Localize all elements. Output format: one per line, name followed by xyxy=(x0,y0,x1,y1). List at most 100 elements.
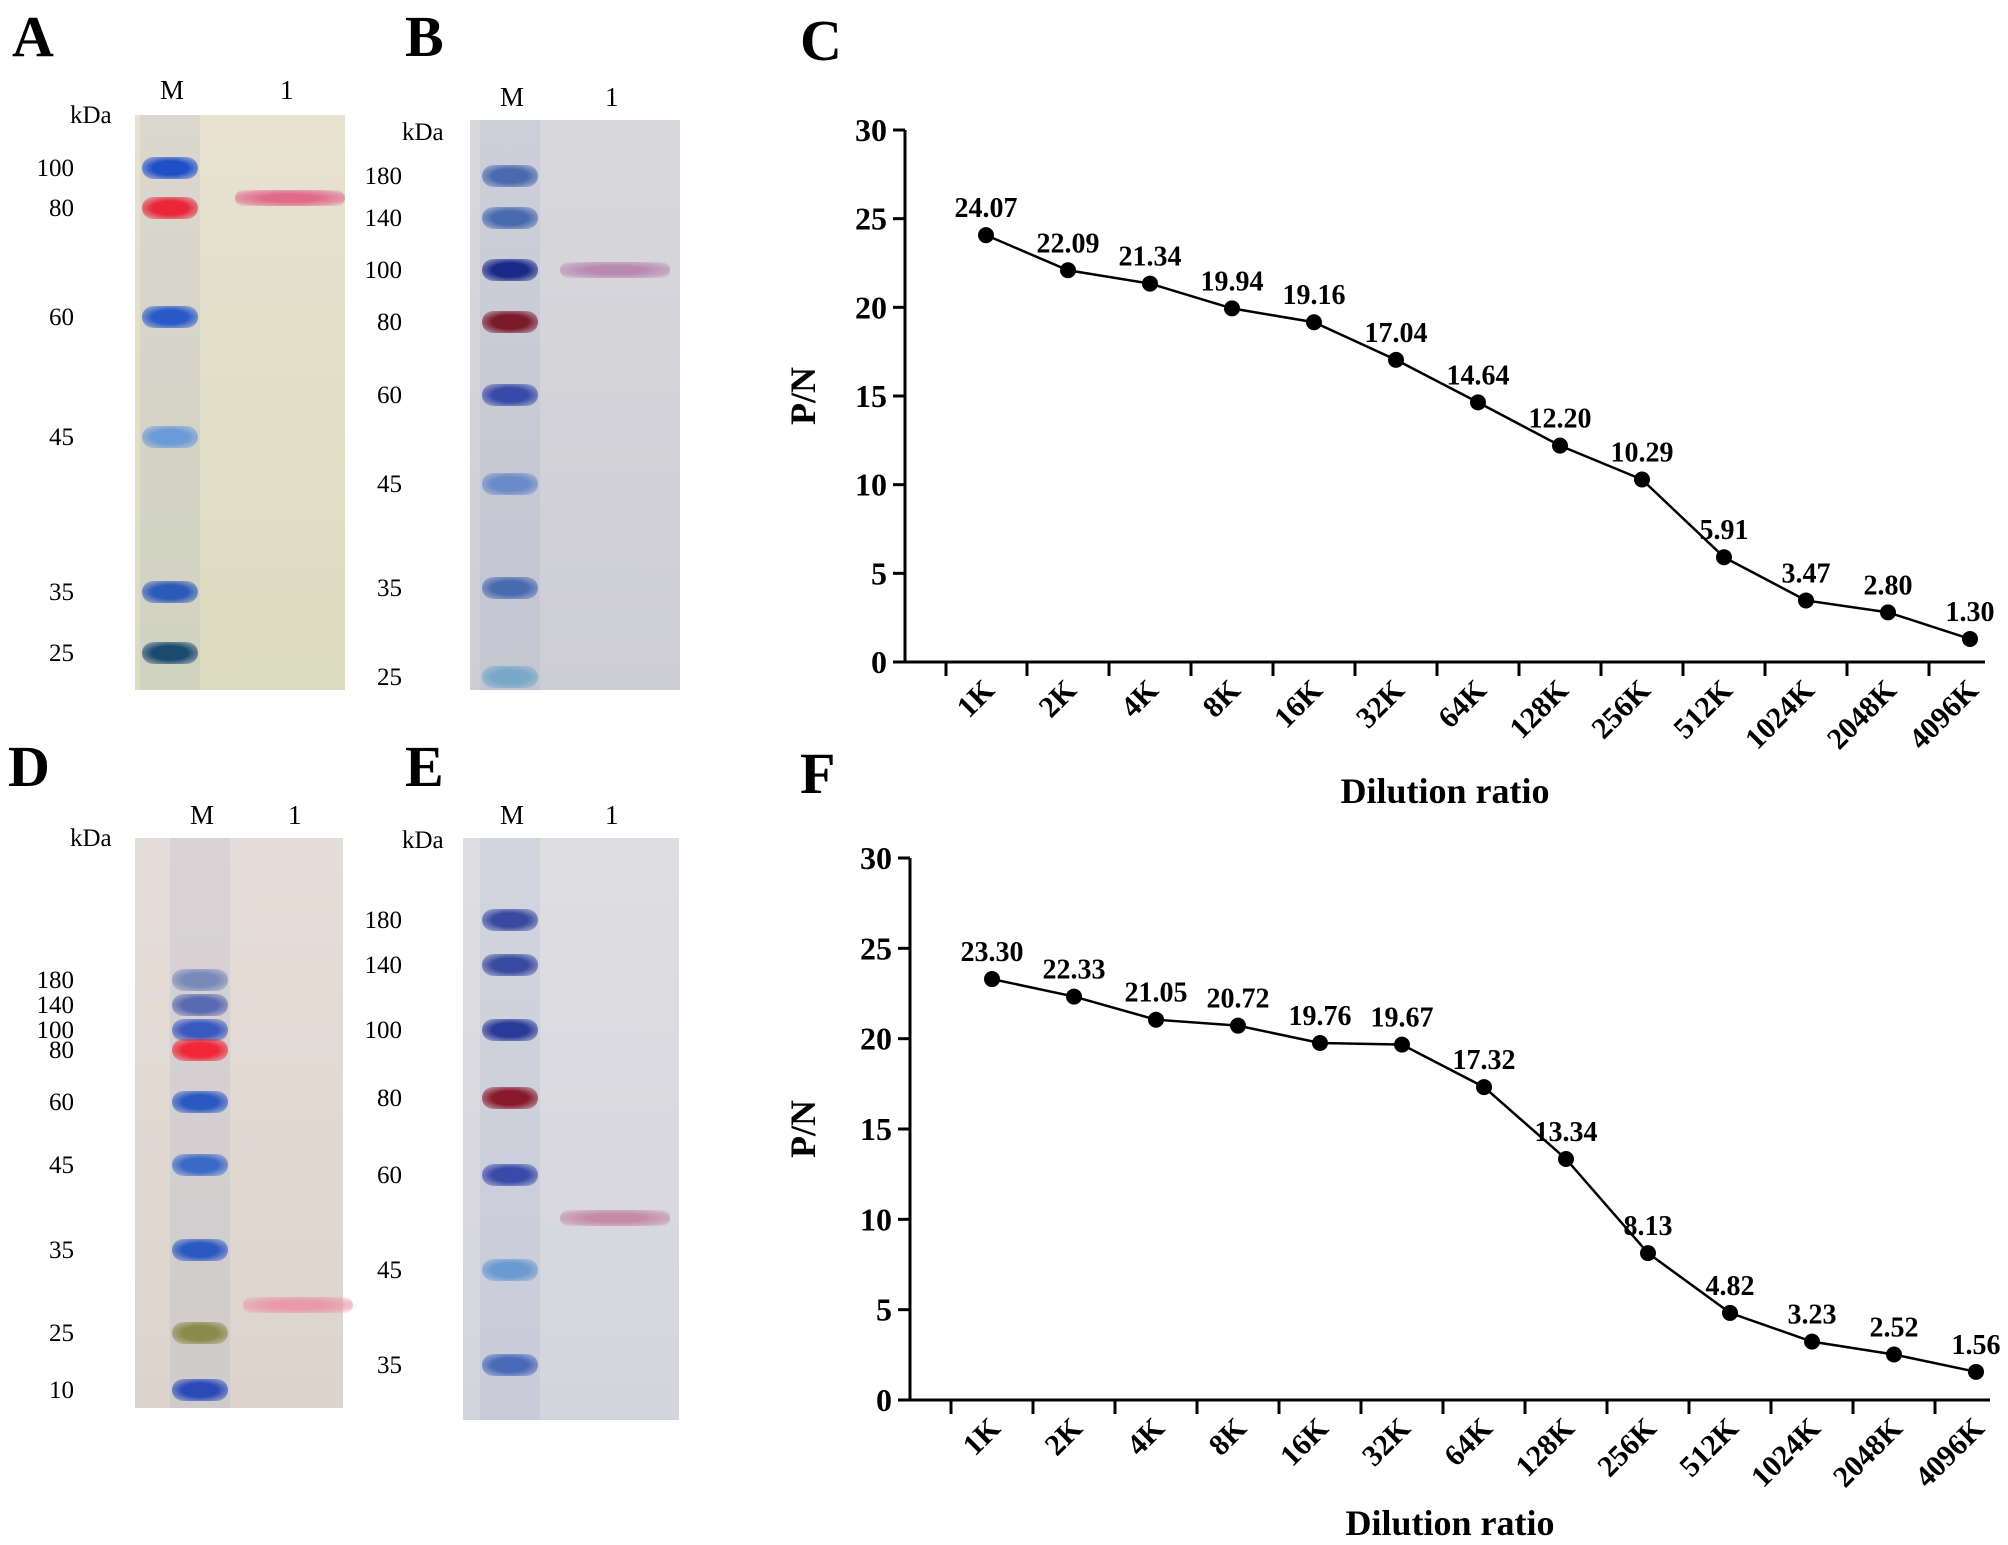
y-tick-label: 5 xyxy=(871,555,887,591)
lane-label-1: 1 xyxy=(288,800,302,830)
data-point xyxy=(1962,630,1978,647)
data-point xyxy=(1224,300,1240,317)
data-point xyxy=(1148,1011,1164,1028)
data-point xyxy=(1476,1079,1492,1096)
marker-band xyxy=(482,1354,538,1376)
panel-letter-f: F xyxy=(800,741,836,806)
panel-letter-d: D xyxy=(8,734,50,799)
data-label: 19.67 xyxy=(1371,1003,1434,1034)
data-point xyxy=(1066,988,1082,1005)
data-point xyxy=(1552,437,1568,454)
marker-size-label: 140 xyxy=(364,205,403,232)
data-point xyxy=(1886,1346,1902,1363)
data-point xyxy=(1804,1333,1820,1350)
data-label: 1.56 xyxy=(1952,1330,2001,1361)
panel-letter-c: C xyxy=(800,8,842,73)
x-axis-title: Dilution ratio xyxy=(1345,1503,1554,1543)
data-label: 3.47 xyxy=(1782,558,1831,589)
marker-band xyxy=(142,157,198,179)
marker-size-label: 100 xyxy=(36,155,75,182)
marker-band xyxy=(482,1259,538,1281)
marker-size-label: 25 xyxy=(377,664,402,691)
data-point xyxy=(1798,592,1814,609)
marker-band xyxy=(172,1091,228,1113)
marker-size-label: 10 xyxy=(49,1377,74,1404)
data-point xyxy=(978,227,994,244)
data-label: 1.30 xyxy=(1946,597,1995,628)
marker-band xyxy=(142,426,198,448)
marker-size-label: 180 xyxy=(364,907,403,934)
x-tick-label: 512K xyxy=(1673,1411,1745,1483)
data-point xyxy=(1880,604,1896,621)
x-tick-label: 4096K xyxy=(1903,673,1986,756)
x-tick-label: 512K xyxy=(1667,673,1739,745)
x-tick-label: 4K xyxy=(1121,1411,1172,1462)
marker-band xyxy=(142,581,198,603)
lane-label-m: M xyxy=(500,800,525,830)
data-point xyxy=(1388,351,1404,368)
marker-band xyxy=(482,666,538,688)
x-tick-label: 32K xyxy=(1356,1411,1418,1473)
y-tick-label: 25 xyxy=(860,930,892,966)
sample-band xyxy=(560,1210,670,1226)
y-tick-label: 10 xyxy=(855,467,887,503)
marker-size-label: 45 xyxy=(49,424,74,451)
marker-size-label: 60 xyxy=(49,304,74,331)
data-label: 20.72 xyxy=(1207,984,1270,1015)
data-point xyxy=(1716,549,1732,566)
lane-label-m: M xyxy=(160,75,185,105)
marker-size-label: 80 xyxy=(377,1085,402,1112)
panel-letter-e: E xyxy=(405,734,444,799)
data-label: 17.32 xyxy=(1453,1045,1516,1076)
y-tick-label: 15 xyxy=(860,1111,892,1147)
marker-band xyxy=(482,954,538,976)
data-point xyxy=(1306,314,1322,331)
sample-band xyxy=(560,262,670,278)
data-label: 14.64 xyxy=(1447,360,1510,391)
marker-size-label: 45 xyxy=(377,1257,402,1284)
dilution-chart-f: 0 5 10 15 20 25 30 1K 2K 4K 8K 16K 32K 64K 128K 256K 512… xyxy=(783,840,2001,1543)
dilution-chart-c: 0 5 10 15 20 25 30 1K 2K 4K 8K 16K 32K 64K 128K 256K 512… xyxy=(783,112,1995,811)
lane-label-m: M xyxy=(190,800,215,830)
x-tick-label: 1024K xyxy=(1739,673,1822,756)
data-point xyxy=(1640,1245,1656,1262)
y-tick-label: 20 xyxy=(855,289,887,325)
data-label: 19.94 xyxy=(1201,266,1264,297)
marker-band xyxy=(172,1019,228,1041)
data-label: 24.07 xyxy=(955,193,1018,224)
lane-label-1: 1 xyxy=(280,75,294,105)
marker-band xyxy=(482,207,538,229)
y-tick-label: 15 xyxy=(855,378,887,414)
marker-band xyxy=(482,909,538,931)
data-label: 19.76 xyxy=(1289,1001,1352,1032)
y-tick-label: 30 xyxy=(860,840,892,876)
data-point xyxy=(1558,1150,1574,1167)
marker-band xyxy=(172,1239,228,1261)
lane-label-1: 1 xyxy=(605,82,619,112)
data-label: 8.13 xyxy=(1624,1211,1673,1242)
y-tick-label: 25 xyxy=(855,201,887,237)
marker-size-label: 60 xyxy=(377,382,402,409)
marker-size-label: 180 xyxy=(364,163,403,190)
sample-band xyxy=(235,190,345,206)
x-tick-label: 1K xyxy=(951,673,1002,724)
marker-band xyxy=(172,994,228,1016)
marker-band xyxy=(142,306,198,328)
y-tick-label: 0 xyxy=(871,644,887,680)
marker-band xyxy=(172,1379,228,1401)
x-tick-label: 16K xyxy=(1274,1411,1336,1473)
marker-size-label: 140 xyxy=(36,992,75,1019)
x-tick-label: 4K xyxy=(1115,673,1166,724)
data-point xyxy=(1060,262,1076,279)
marker-size-label: 180 xyxy=(36,967,75,994)
x-tick-label: 64K xyxy=(1432,673,1494,735)
marker-band xyxy=(172,1039,228,1061)
lane-label-m: M xyxy=(500,82,525,112)
marker-size-label: 60 xyxy=(377,1162,402,1189)
marker-band xyxy=(142,197,198,219)
marker-size-label: 35 xyxy=(377,1352,402,1379)
marker-size-label: 35 xyxy=(49,579,74,606)
data-label: 2.52 xyxy=(1870,1312,1919,1343)
marker-size-label: 45 xyxy=(49,1152,74,1179)
data-label: 4.82 xyxy=(1706,1271,1755,1302)
